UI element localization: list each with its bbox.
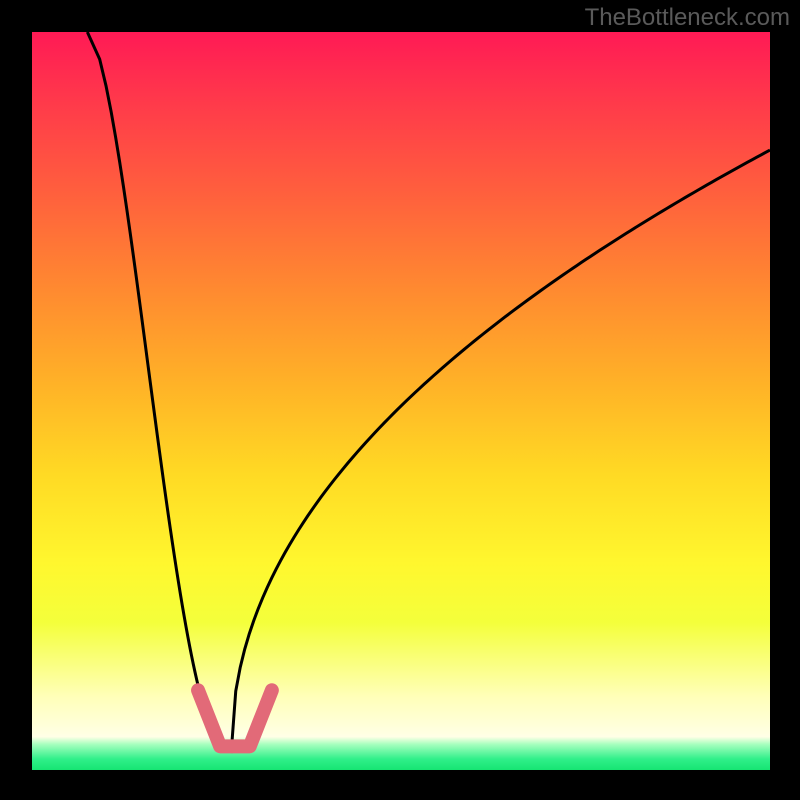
plot-area	[32, 32, 770, 770]
plot-svg	[32, 32, 770, 770]
chart-container: TheBottleneck.com	[0, 0, 800, 800]
watermark-text: TheBottleneck.com	[585, 4, 790, 32]
plot-background	[32, 32, 770, 770]
